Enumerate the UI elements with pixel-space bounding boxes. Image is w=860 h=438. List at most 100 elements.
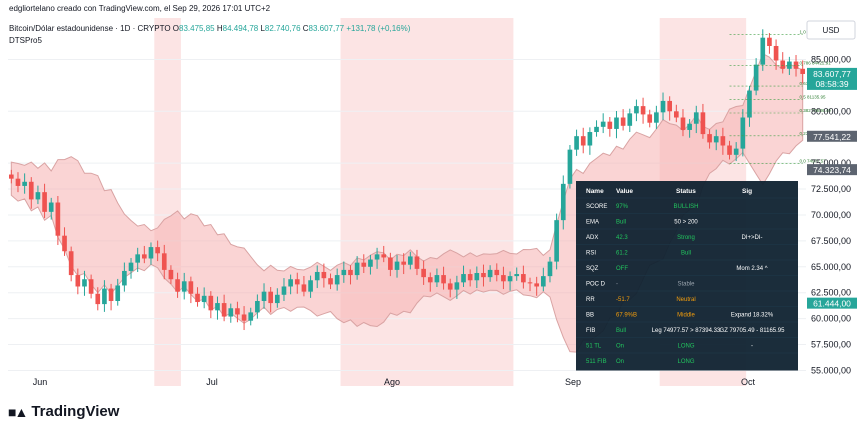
candle: [102, 288, 107, 305]
fib-label: 0.382 79836.49: [800, 108, 832, 113]
candle: [328, 278, 333, 285]
panel-value: On: [616, 344, 624, 350]
price-label-bg: [807, 67, 857, 90]
candle: [388, 257, 393, 270]
candle: [680, 117, 686, 130]
candle: [747, 90, 752, 118]
panel-status: LONG: [677, 344, 694, 350]
candle: [188, 281, 194, 294]
panel-name: 511 FIB: [586, 359, 607, 365]
ohlc-low: L82.740,76: [260, 24, 301, 33]
candle: [361, 262, 367, 267]
currency-box: [806, 20, 856, 40]
candle: [580, 136, 586, 146]
tradingview-logo[interactable]: ■▲ TradingView: [8, 403, 119, 420]
panel-status: Middle: [677, 313, 695, 319]
candle: [554, 220, 559, 262]
panel-name: ADX: [586, 235, 598, 241]
candle: [288, 279, 293, 287]
countdown-label: 08:58:39: [815, 79, 848, 89]
candle: [760, 37, 766, 65]
candle: [560, 183, 566, 221]
price-label-bg: [807, 297, 857, 309]
candle: [62, 235, 67, 252]
candle: [55, 202, 61, 236]
candle: [381, 254, 387, 258]
candle: [354, 262, 360, 276]
candle: [640, 106, 646, 115]
panel-name: 51 TL: [586, 344, 602, 350]
candle: [587, 132, 593, 146]
panel-header: Status: [676, 188, 696, 195]
candle: [8, 174, 14, 179]
candle: [574, 136, 579, 150]
candle: [667, 100, 673, 112]
candle: [155, 247, 160, 254]
tradingview-brand: TradingView: [31, 403, 120, 420]
candle: [733, 148, 739, 155]
panel-name: RSI: [586, 251, 596, 257]
panel-name: FIB: [586, 328, 595, 334]
panel-status: BULLISH: [673, 204, 698, 210]
candle: [407, 256, 413, 265]
panel-status: Bull: [681, 251, 691, 257]
candle: [427, 277, 433, 283]
panel-header: Sig: [742, 188, 752, 195]
panel-sig: Expand 18.32%: [731, 313, 774, 319]
candle: [274, 294, 280, 304]
symbol-name[interactable]: Bitcoin/Dólar estadounidense · 1D · CRYP…: [9, 24, 171, 33]
candle: [467, 274, 473, 281]
candle: [75, 275, 81, 287]
candle: [594, 126, 599, 133]
candle: [248, 312, 254, 321]
candle: [82, 279, 87, 287]
candle: [693, 112, 699, 124]
panel-header: Value: [616, 188, 633, 195]
candle: [421, 268, 426, 278]
candle: [787, 61, 792, 69]
fib-label: 0.5 81135.95: [800, 95, 826, 100]
candle: [707, 134, 712, 143]
indicator-name[interactable]: DTSPro5: [9, 36, 42, 45]
candle: [780, 60, 786, 69]
candle: [221, 303, 227, 317]
candle: [28, 181, 34, 200]
candle: [215, 303, 220, 311]
candle: [401, 261, 407, 265]
tradingview-logo-icon: ■▲: [8, 403, 28, 420]
candle: [141, 254, 147, 259]
candle: [168, 269, 174, 280]
candle: [614, 117, 619, 129]
candle: [441, 275, 446, 284]
candle: [627, 113, 633, 126]
candle: [434, 275, 440, 283]
candle: [567, 149, 573, 184]
candle: [474, 273, 480, 281]
candle: [68, 251, 74, 276]
signal-zone: [154, 18, 181, 386]
candle: [201, 295, 207, 303]
y-tick-label: 67.500,00: [811, 236, 851, 246]
y-tick-label: 75.000,00: [811, 158, 851, 168]
panel-sig: GZ 79705.49 - 81165.95: [720, 328, 786, 334]
candle: [368, 259, 373, 267]
candle: [527, 282, 533, 284]
price-label: 61.444,00: [813, 299, 851, 309]
candle: [195, 293, 200, 303]
panel-value: OFF: [616, 266, 628, 272]
candle: [241, 314, 247, 321]
candle: [773, 45, 779, 61]
panel-value: 67.9%B: [616, 313, 637, 319]
candle: [607, 121, 613, 129]
candle: [487, 269, 493, 278]
panel-sig: DI+>DI-: [741, 235, 762, 241]
panel-value: Bull: [616, 328, 626, 334]
panel-value: On: [616, 359, 624, 365]
candle: [620, 117, 626, 126]
price-label-bg: [807, 130, 857, 142]
y-tick-label: 72.500,00: [811, 184, 851, 194]
candle: [268, 291, 274, 304]
candle: [414, 256, 420, 269]
